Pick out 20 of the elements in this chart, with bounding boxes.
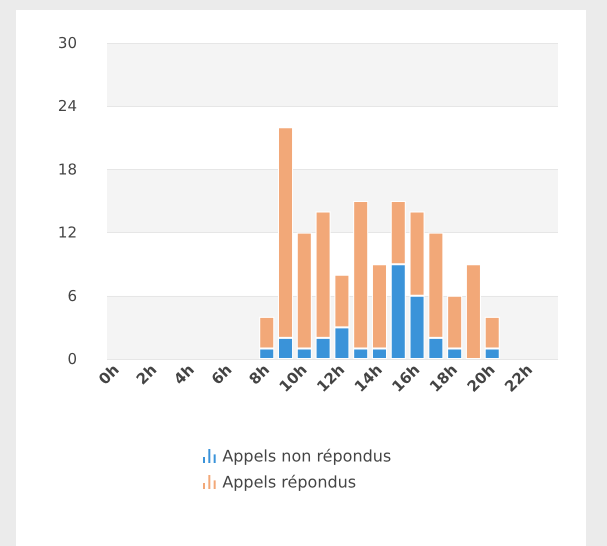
x-tick-label: 14h — [350, 360, 386, 396]
y-tick-label: 6 — [67, 286, 77, 305]
x-tick-label: 0h — [95, 360, 123, 388]
x-tick-label: 2h — [132, 360, 160, 388]
x-tick-label: 4h — [170, 360, 198, 388]
legend-label: Appels répondus — [222, 472, 356, 492]
x-tick-label: 18h — [426, 360, 462, 396]
y-tick-label: 24 — [58, 97, 77, 116]
x-tick-label: 6h — [208, 360, 236, 388]
x-tick-label: 8h — [245, 360, 274, 388]
legend-label: Appels non répondus — [222, 446, 392, 466]
x-tick-label: 22h — [501, 360, 536, 396]
x-tick-label: 10h — [276, 360, 311, 396]
x-tick-label: 12h — [313, 360, 348, 396]
x-tick-label: 16h — [388, 360, 424, 396]
x-tick-label: 20h — [464, 360, 499, 396]
y-tick-label: 12 — [58, 224, 77, 242]
y-tick-label: 30 — [58, 34, 77, 52]
y-tick-label: 0 — [67, 350, 77, 368]
y-tick-label: 18 — [58, 160, 77, 178]
